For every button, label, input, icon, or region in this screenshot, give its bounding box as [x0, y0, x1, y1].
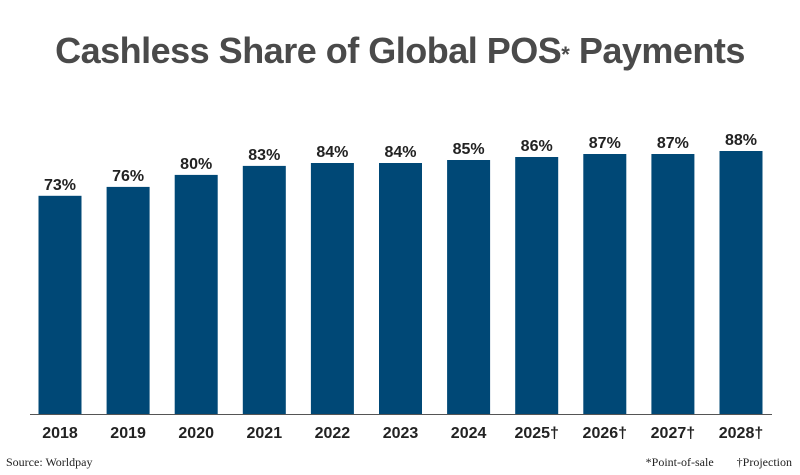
value-label: 73%: [44, 177, 76, 194]
footnotes: *Point-of-sale †Projection: [646, 455, 792, 470]
value-label: 85%: [453, 141, 485, 158]
bar-2023: [379, 163, 422, 414]
bar-2027: [651, 154, 695, 414]
bar-2026: [583, 154, 627, 414]
x-tick-label: 2024: [451, 425, 487, 442]
title-main: Cashless Share of Global POS: [55, 30, 562, 71]
value-label: 86%: [521, 138, 553, 155]
footnote-projection: †Projection: [736, 455, 792, 469]
x-tick-label: 2028†: [719, 425, 764, 442]
bar-2024: [447, 160, 491, 414]
value-labels-group: 73% 76% 80% 83% 84% 84% 85% 86% 87% 87% 88%: [44, 132, 757, 194]
x-tick-label: 2022: [315, 425, 351, 442]
title-suffix: Payments: [569, 30, 746, 71]
bar-2028: [719, 151, 763, 414]
title-marker: *: [561, 42, 570, 67]
chart-title: Cashless Share of Global POS* Payments: [0, 30, 800, 72]
x-tick-label: 2023: [383, 425, 419, 442]
bar-2025: [515, 157, 559, 414]
value-label: 76%: [112, 168, 144, 185]
x-tick-label: 2020: [178, 425, 214, 442]
bar-2022: [310, 163, 354, 414]
bars-group: [38, 151, 763, 414]
x-tick-label: 2021: [247, 425, 283, 442]
value-label: 83%: [248, 147, 280, 164]
value-label: 84%: [384, 144, 416, 161]
x-tick-label: 2019: [110, 425, 146, 442]
value-label: 84%: [316, 144, 348, 161]
bar-2020: [174, 174, 218, 414]
x-tick-label: 2026†: [583, 425, 628, 442]
tick-labels-group: 2018 2019 2020 2021 2022 2023 2024 2025† 2026† 20…: [42, 425, 763, 442]
bar-2018: [38, 195, 82, 414]
source-note: Source: Worldpay: [6, 455, 93, 469]
value-label: 80%: [180, 156, 212, 173]
bar-chart: 73%76%80%83% 84% 84% 85% 86% 87% 87% 88% 2018 20…: [30, 132, 772, 442]
value-label: 87%: [657, 135, 689, 152]
value-label: 87%: [589, 135, 621, 152]
bar-2019: [106, 186, 150, 414]
value-label: 88%: [725, 132, 757, 149]
footnote-point-of-sale: *Point-of-sale: [645, 455, 714, 469]
x-tick-label: 2018: [42, 425, 78, 442]
x-tick-label: 2027†: [651, 425, 696, 442]
bar-2021: [242, 165, 286, 414]
x-tick-label: 2025†: [514, 425, 559, 442]
